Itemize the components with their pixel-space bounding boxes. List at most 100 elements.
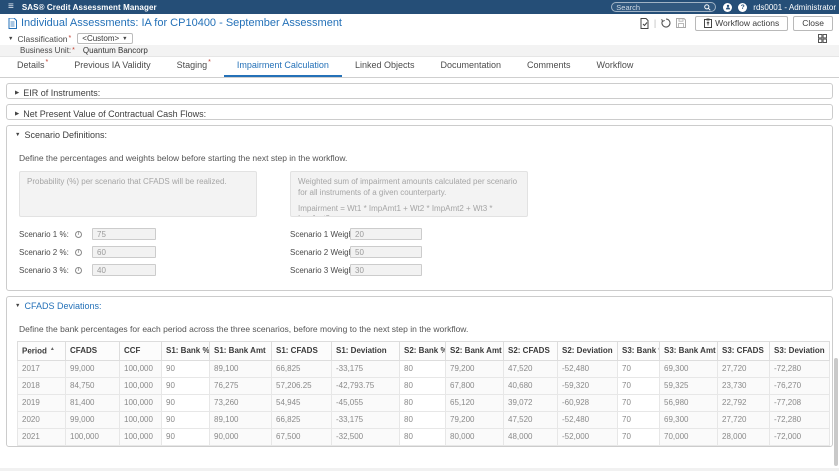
scenario-weight-input-3[interactable] (350, 264, 422, 276)
scenario-percent-row-1: Scenario 1 %: i (19, 228, 290, 240)
cell-2017-s2-bank-amt: 79,200 (445, 359, 504, 378)
column-header-s2-bank-[interactable]: S2: Bank % (399, 341, 446, 361)
column-header-s3-deviation[interactable]: S3: Deviation (769, 341, 830, 361)
scenario-percent-input-1[interactable] (92, 228, 156, 240)
column-header-s3-cfads[interactable]: S3: CFADS (717, 341, 770, 361)
expand-caret-icon[interactable]: ▶ (15, 111, 20, 117)
search-icon[interactable] (704, 3, 711, 11)
column-header-period[interactable]: Period ▲ (17, 341, 66, 361)
cell-2021-s3-bank-[interactable]: 70 (617, 427, 660, 446)
cell-2018-period: 2018 (17, 376, 66, 395)
cell-2019-s2-bank-[interactable]: 80 (399, 393, 446, 412)
cell-2021-s3-cfads: 28,000 (717, 427, 770, 446)
tab-linked-objects[interactable]: Linked Objects (354, 60, 415, 70)
cell-2017-s1-bank-[interactable]: 90 (161, 359, 210, 378)
column-header-s2-deviation[interactable]: S2: Deviation (557, 341, 618, 361)
scenario-percent-input-2[interactable] (92, 246, 156, 258)
expand-caret-icon[interactable]: ▶ (15, 90, 20, 96)
tab-previous-ia-validity[interactable]: Previous IA Validity (74, 60, 151, 70)
chevron-down-icon: ▼ (122, 35, 128, 42)
cell-2018-s2-bank-[interactable]: 80 (399, 376, 446, 395)
column-header-s1-bank-[interactable]: S1: Bank % (161, 341, 210, 361)
section-cfads-header[interactable]: ▼ CFADS Deviations: (7, 297, 832, 315)
cell-2020-s1-bank-[interactable]: 90 (161, 410, 210, 429)
column-header-s3-bank-[interactable]: S3: Bank % (617, 341, 660, 361)
collapse-caret-icon[interactable]: ▼ (8, 35, 14, 42)
cell-2018-s1-bank-[interactable]: 90 (161, 376, 210, 395)
cell-2018-s3-bank-[interactable]: 70 (617, 376, 660, 395)
cell-2018-s1-bank-amt: 76,275 (209, 376, 272, 395)
tab-documentation[interactable]: Documentation (440, 60, 502, 70)
column-header-cfads[interactable]: CFADS (65, 341, 120, 361)
vertical-scrollbar[interactable] (834, 358, 838, 466)
required-asterisk: * (68, 35, 72, 42)
cell-2017-s3-bank-[interactable]: 70 (617, 359, 660, 378)
scenario-weight-row-1: Scenario 1 Weight: (290, 228, 561, 240)
column-header-s3-bank-amt[interactable]: S3: Bank Amt (659, 341, 718, 361)
scenario-weight-input-1[interactable] (350, 228, 422, 240)
cell-2019-s3-cfads: 22,792 (717, 393, 770, 412)
save-icon[interactable] (676, 18, 687, 28)
cell-2018-ccf: 100,000 (119, 376, 162, 395)
search-box[interactable] (611, 2, 717, 12)
username[interactable]: rds0001 - Administrator (753, 2, 836, 12)
column-header-s2-bank-amt[interactable]: S2: Bank Amt (445, 341, 504, 361)
scenario-weight-input-2[interactable] (350, 246, 422, 258)
cell-2017-period: 2017 (17, 359, 66, 378)
cell-2017-s3-bank-amt: 69,300 (659, 359, 718, 378)
tab-comments[interactable]: Comments (527, 60, 571, 70)
horizontal-scrollbar-track[interactable] (0, 468, 839, 471)
cell-2017-s3-cfads: 27,720 (717, 359, 770, 378)
scenario-percent-row-3: Scenario 3 %: i (19, 264, 290, 276)
info-icon[interactable]: i (75, 266, 82, 274)
cell-2019-s3-bank-[interactable]: 70 (617, 393, 660, 412)
cell-2021-s1-bank-[interactable]: 90 (161, 427, 210, 446)
section-eir-header[interactable]: ▶ EIR of Instruments: (7, 84, 832, 102)
column-header-s1-cfads[interactable]: S1: CFADS (271, 341, 332, 361)
menu-icon[interactable]: ≡ (8, 1, 14, 12)
cell-2021-s2-cfads: 48,000 (503, 427, 558, 446)
column-header-s2-cfads[interactable]: S2: CFADS (503, 341, 558, 361)
cell-2020-s3-bank-[interactable]: 70 (617, 410, 660, 429)
tab-details[interactable]: Details* (17, 59, 49, 70)
cell-2020-s2-bank-[interactable]: 80 (399, 410, 446, 429)
required-asterisk: * (45, 59, 49, 66)
search-input[interactable] (616, 2, 705, 12)
collapse-caret-icon[interactable]: ▼ (15, 132, 21, 138)
help-icon[interactable]: ? (738, 2, 748, 12)
user-icon[interactable] (723, 2, 733, 12)
scenario-weight-row-2: Scenario 2 Weight: (290, 246, 561, 258)
classification-value: <Custom> (82, 34, 120, 43)
grid-layout-icon[interactable] (818, 34, 827, 43)
section-scenario-header[interactable]: ▼ Scenario Definitions: (7, 126, 832, 144)
scenario-weight-label-3: Scenario 3 Weight: (290, 265, 358, 275)
scenario-percent-input-3[interactable] (92, 264, 156, 276)
cell-2017-s2-bank-[interactable]: 80 (399, 359, 446, 378)
section-npv-header[interactable]: ▶ Net Present Value of Contractual Cash … (7, 105, 832, 123)
info-icon[interactable]: i (75, 248, 82, 256)
cell-2020-s3-deviation: -72,280 (769, 410, 830, 429)
tab-impairment-calculation[interactable]: Impairment Calculation (223, 56, 342, 77)
cell-2021-s1-cfads: 67,500 (271, 427, 332, 446)
cell-2021-s2-deviation: -52,000 (557, 427, 618, 446)
history-icon[interactable] (661, 18, 671, 28)
cell-2019-s3-bank-amt: 56,980 (659, 393, 718, 412)
cell-2021-s2-bank-[interactable]: 80 (399, 427, 446, 446)
column-header-ccf[interactable]: CCF (119, 341, 162, 361)
collapse-caret-icon[interactable]: ▼ (15, 303, 21, 309)
tab-workflow[interactable]: Workflow (596, 60, 634, 70)
info-icon[interactable]: i (75, 230, 82, 238)
section-scenario-definitions: ▼ Scenario Definitions: Define the perce… (6, 125, 833, 291)
column-header-s1-bank-amt[interactable]: S1: Bank Amt (209, 341, 272, 361)
column-header-s1-deviation[interactable]: S1: Deviation (331, 341, 400, 361)
table-row-2017: 2017 99,000 100,000 90 89,100 66,825 -33,175 80… (17, 359, 830, 378)
classification-dropdown[interactable]: <Custom> ▼ (77, 33, 133, 44)
cfads-intro-text: Define the bank percentages for each per… (19, 324, 469, 334)
cell-2019-s1-bank-[interactable]: 90 (161, 393, 210, 412)
close-button[interactable]: Close (793, 15, 833, 31)
cell-2020-s1-deviation: -33,175 (331, 410, 400, 429)
validate-report-icon[interactable] (640, 17, 649, 29)
cell-2019-ccf: 100,000 (119, 393, 162, 412)
tab-staging[interactable]: Staging* (176, 59, 211, 70)
workflow-actions-button[interactable]: Workflow actions (695, 15, 789, 31)
